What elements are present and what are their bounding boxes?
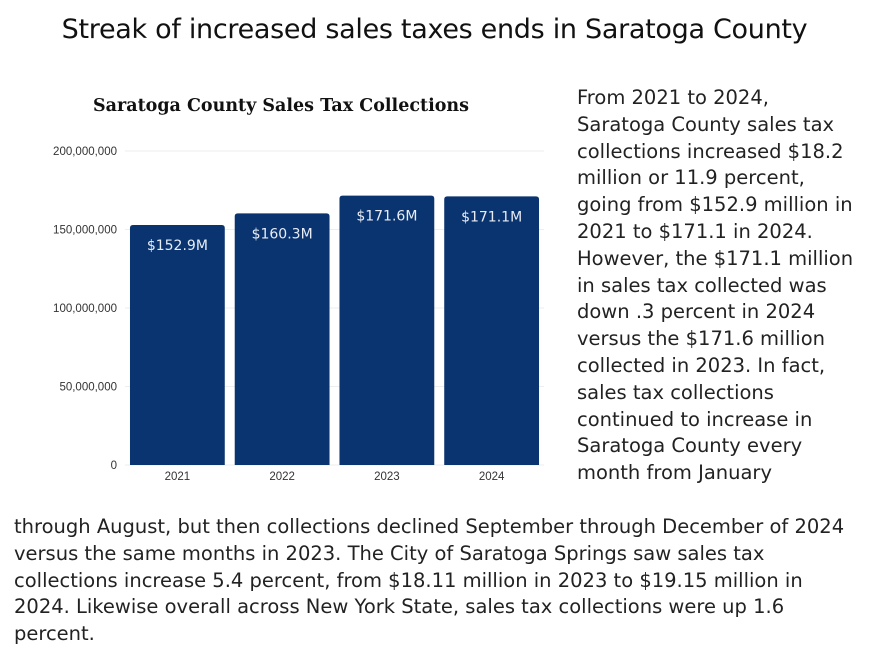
x-axis-ticks: 2021 2022 2023 2024	[165, 471, 505, 483]
bar-value-label: $152.9M	[147, 238, 208, 254]
bar-2022	[234, 213, 330, 465]
sales-tax-chart: Saratoga County Sales Tax Collections 0 5…	[10, 82, 562, 492]
y-tick-label: 150,000,000	[53, 225, 117, 237]
x-tick-label: 2024	[479, 471, 505, 483]
article-headline: Streak of increased sales taxes ends in …	[61, 14, 808, 45]
x-tick-label: 2021	[165, 471, 191, 483]
y-tick-label: 50,000,000	[59, 382, 117, 394]
y-tick-label: 0	[111, 460, 117, 472]
bar-value-label: $171.6M	[356, 209, 417, 225]
bar-2023	[339, 195, 435, 465]
bar-value-label: $160.3M	[252, 226, 313, 242]
bar-value-labels: $152.9M $160.3M $171.6M $171.1M	[147, 209, 522, 254]
bar-2024	[444, 196, 540, 466]
article-paragraph-end: through August, but then collections dec…	[14, 515, 845, 646]
chart-title: Saratoga County Sales Tax Collections	[93, 96, 469, 116]
bar-value-label: $171.1M	[461, 209, 522, 225]
x-tick-label: 2023	[374, 471, 400, 483]
bars	[129, 195, 540, 466]
y-tick-label: 200,000,000	[53, 146, 117, 158]
bar-2021	[129, 224, 225, 465]
y-tick-label: 100,000,000	[53, 303, 117, 315]
x-tick-label: 2022	[269, 471, 295, 483]
article-paragraph-start: From 2021 to 2024, Saratoga County sales…	[577, 86, 854, 485]
chart-svg: Saratoga County Sales Tax Collections 0 5…	[53, 96, 544, 483]
article-text-column: From 2021 to 2024, Saratoga County sales…	[577, 85, 863, 487]
article-text-continuation: through August, but then collections dec…	[14, 514, 864, 648]
y-axis-ticks: 0 50,000,000 100,000,000 150,000,000 200,000…	[53, 146, 117, 472]
